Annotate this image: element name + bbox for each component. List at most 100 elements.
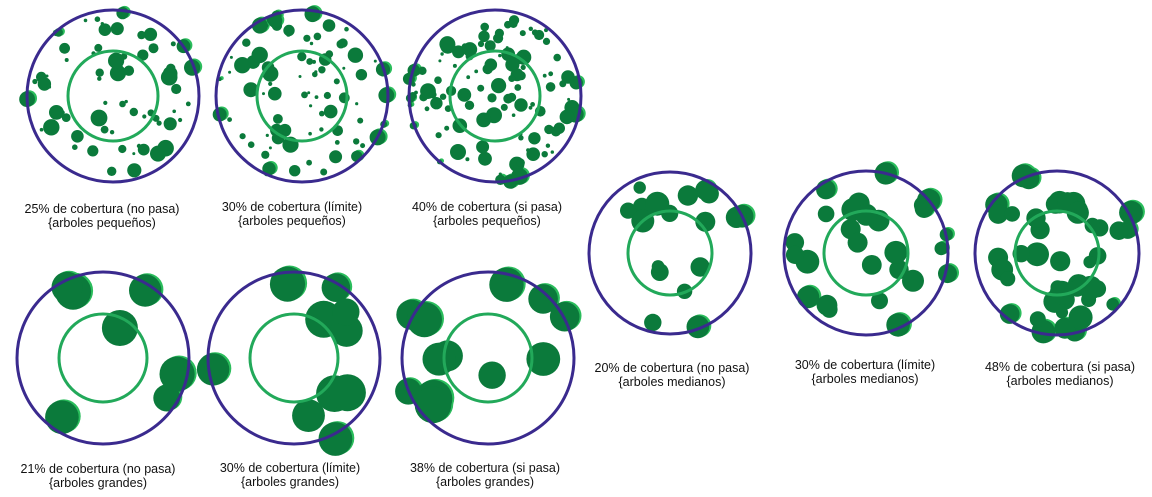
tree-crown (90, 109, 108, 127)
tree-crown (620, 202, 637, 219)
outer-plot-ring (400, 270, 576, 446)
tree-crown (37, 77, 52, 91)
tree-crown (39, 127, 44, 132)
caption-line1: 30% de cobertura (límite) (221, 200, 363, 214)
tree-crown (172, 109, 176, 114)
tree-crown (64, 58, 69, 62)
tree-crown (548, 71, 554, 77)
tree-crown (329, 150, 343, 164)
tree-crown (111, 28, 116, 34)
caption-line2: {arboles medianos) (618, 375, 726, 389)
tree-crown (480, 22, 490, 32)
tree-crown (439, 93, 447, 100)
tree-crown (283, 24, 295, 37)
tree-crown (185, 101, 191, 107)
tree-crown (686, 315, 710, 339)
tree-crown (434, 76, 442, 84)
caption-line1: 38% de cobertura (si pasa) (409, 461, 561, 475)
tree-crown (476, 112, 492, 128)
tree-crown (477, 84, 485, 92)
tree-crown (509, 19, 518, 28)
tree-crown (439, 36, 456, 53)
tree-crown (242, 38, 251, 47)
tree-crown (268, 13, 283, 28)
caption-small-30: 30% de cobertura (límite) {arboles peque… (222, 200, 362, 228)
tree-crown (785, 245, 805, 264)
plot-panel-small-25 (19, 5, 203, 184)
tree-crown (123, 65, 135, 76)
tree-crown (457, 88, 472, 102)
tree-crown (440, 52, 444, 56)
inner-plot-ring (66, 49, 160, 143)
inner-plot-ring (1013, 209, 1101, 297)
tree-crown (514, 84, 522, 91)
tree-crown (695, 180, 716, 200)
tree-crown (101, 310, 138, 346)
tree-crown (71, 130, 84, 143)
tree-crown (545, 82, 556, 92)
tree-crown (297, 52, 307, 62)
tree-crown (455, 154, 459, 159)
tree-crown (298, 75, 302, 78)
tree-crown (137, 30, 146, 40)
tree-crown (338, 38, 348, 48)
tree-crown (137, 143, 150, 156)
caption-medium-20: 20% de cobertura (no pasa) {arboles medi… (595, 361, 750, 389)
tree-crown (494, 28, 504, 38)
tree-crown (530, 102, 535, 107)
tree-crown (342, 66, 346, 70)
tree-crown (518, 135, 524, 141)
tree-crown (142, 114, 147, 119)
tree-crown (553, 53, 561, 62)
tree-crown (559, 109, 575, 125)
tree-crown (514, 98, 528, 112)
tree-crown (438, 59, 442, 63)
tree-crown (270, 123, 284, 137)
tree-crown (355, 69, 368, 81)
caption-small-25: 25% de cobertura (no pasa) {arboles pequ… (25, 202, 180, 230)
tree-crown (550, 150, 554, 154)
tree-crown (160, 68, 178, 86)
tree-crown (143, 27, 158, 41)
tree-crown (83, 18, 88, 23)
tree-crown (344, 26, 349, 32)
tree-crown (251, 46, 268, 64)
outer-plot-ring (407, 8, 583, 184)
caption-large-30: 30% de cobertura (límite) {arboles grand… (220, 461, 360, 489)
tree-crown (528, 132, 541, 145)
tree-crown (196, 353, 230, 386)
caption-line2: {arboles pequeños) (238, 214, 346, 228)
tree-crown (353, 138, 360, 145)
tree-crown (332, 298, 360, 326)
tree-crown (110, 22, 124, 36)
tree-crown (314, 70, 318, 74)
tree-crown (227, 117, 233, 122)
tree-crown (319, 110, 325, 117)
outer-plot-ring (214, 8, 390, 184)
inner-plot-ring (448, 49, 542, 143)
tree-crown (347, 47, 364, 63)
tree-crown (100, 125, 109, 134)
tree-crown (247, 141, 255, 148)
tree-crown (484, 58, 498, 71)
plot-panel-small-40 (402, 8, 586, 189)
tree-crown (478, 30, 490, 42)
caption-line1: 48% de cobertura (si pasa) (984, 360, 1136, 374)
tree-crown (334, 140, 340, 145)
caption-line2: {arboles grandes) (436, 475, 534, 489)
tree-crown (847, 232, 868, 253)
tree-crown (424, 106, 430, 112)
tree-crown (1109, 221, 1129, 240)
tree-crown (306, 159, 312, 166)
tree-crown (1012, 245, 1030, 263)
outer-plot-ring (25, 8, 201, 184)
caption-medium-30: 30% de cobertura (límite) {arboles media… (795, 358, 935, 386)
tree-crown (542, 37, 551, 46)
inner-plot-ring (57, 312, 149, 404)
tree-crown (725, 206, 748, 228)
tree-crown (163, 117, 177, 131)
tree-crown (889, 259, 909, 280)
tree-crown (318, 66, 326, 74)
tree-crown (553, 122, 565, 134)
tree-crown (430, 97, 443, 110)
